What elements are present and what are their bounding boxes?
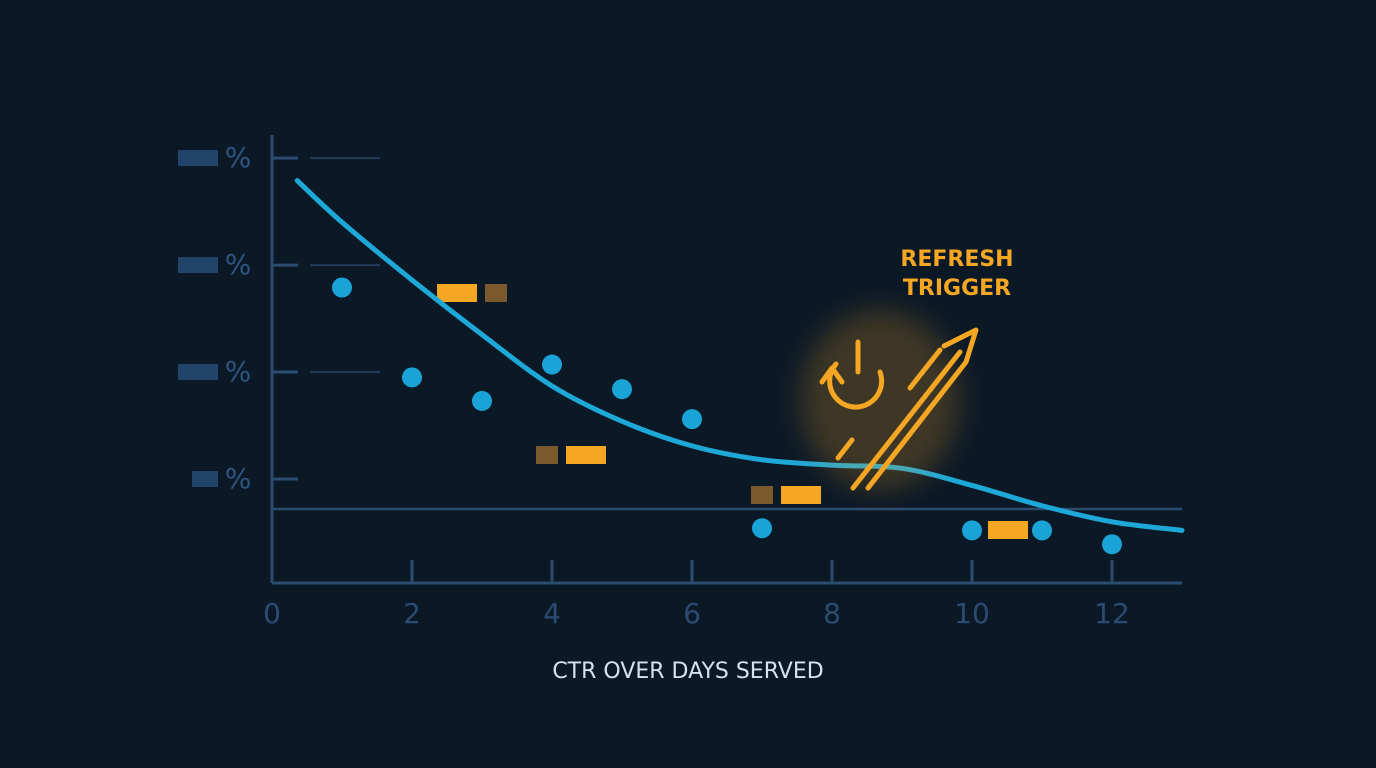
trigger-arrow [850, 349, 963, 491]
decor-bar [485, 284, 507, 302]
x-tick-label: 0 [263, 597, 281, 630]
power-arc [827, 361, 885, 410]
x-tick-label: 2 [403, 597, 421, 630]
decor-bar [536, 446, 558, 464]
data-point [472, 390, 492, 411]
glow [800, 310, 960, 490]
label-box [178, 257, 218, 274]
decor-bars [437, 284, 1028, 539]
speed-line [835, 437, 855, 461]
axes: %%%% 0 2 4 6 8 10 12 [178, 135, 1182, 630]
plot-area [294, 178, 1185, 555]
refresh-arrowhead [819, 365, 845, 385]
label-box [178, 150, 218, 167]
decor-bar [437, 284, 477, 302]
data-point [1032, 520, 1052, 541]
y-tick-label: % [225, 248, 252, 281]
data-point [1102, 534, 1122, 555]
data-point [682, 409, 702, 430]
decor-bar [781, 486, 821, 504]
x-tick-label: 8 [823, 597, 841, 630]
data-point [402, 367, 422, 388]
y-tick-label: % [225, 355, 252, 388]
label-box [192, 471, 218, 488]
x-tick-label: 10 [954, 597, 990, 630]
annotation: TRIGGER [903, 276, 1011, 301]
chart-title: CTR OVER DAYS SERVED [552, 659, 823, 684]
x-tick-label: 6 [683, 597, 701, 630]
decor-bar [751, 486, 773, 504]
data-point [332, 277, 352, 298]
label-box [178, 364, 218, 381]
x-tick-label: 4 [543, 597, 561, 630]
y-tick-label: % [225, 462, 252, 495]
decor-bar [566, 446, 606, 464]
trend-line [294, 178, 1185, 533]
decor-bar [988, 521, 1028, 539]
data-point [962, 520, 982, 541]
data-point [612, 379, 632, 400]
refresh-icon [800, 310, 979, 491]
data-point [752, 518, 772, 539]
annotation: REFRESH [900, 247, 1013, 272]
trigger-arrow-outline [865, 327, 979, 491]
data-point [542, 354, 562, 375]
trigger-arrow-inner [907, 347, 943, 391]
x-tick-label: 12 [1094, 597, 1130, 630]
y-tick-label: % [225, 141, 252, 174]
